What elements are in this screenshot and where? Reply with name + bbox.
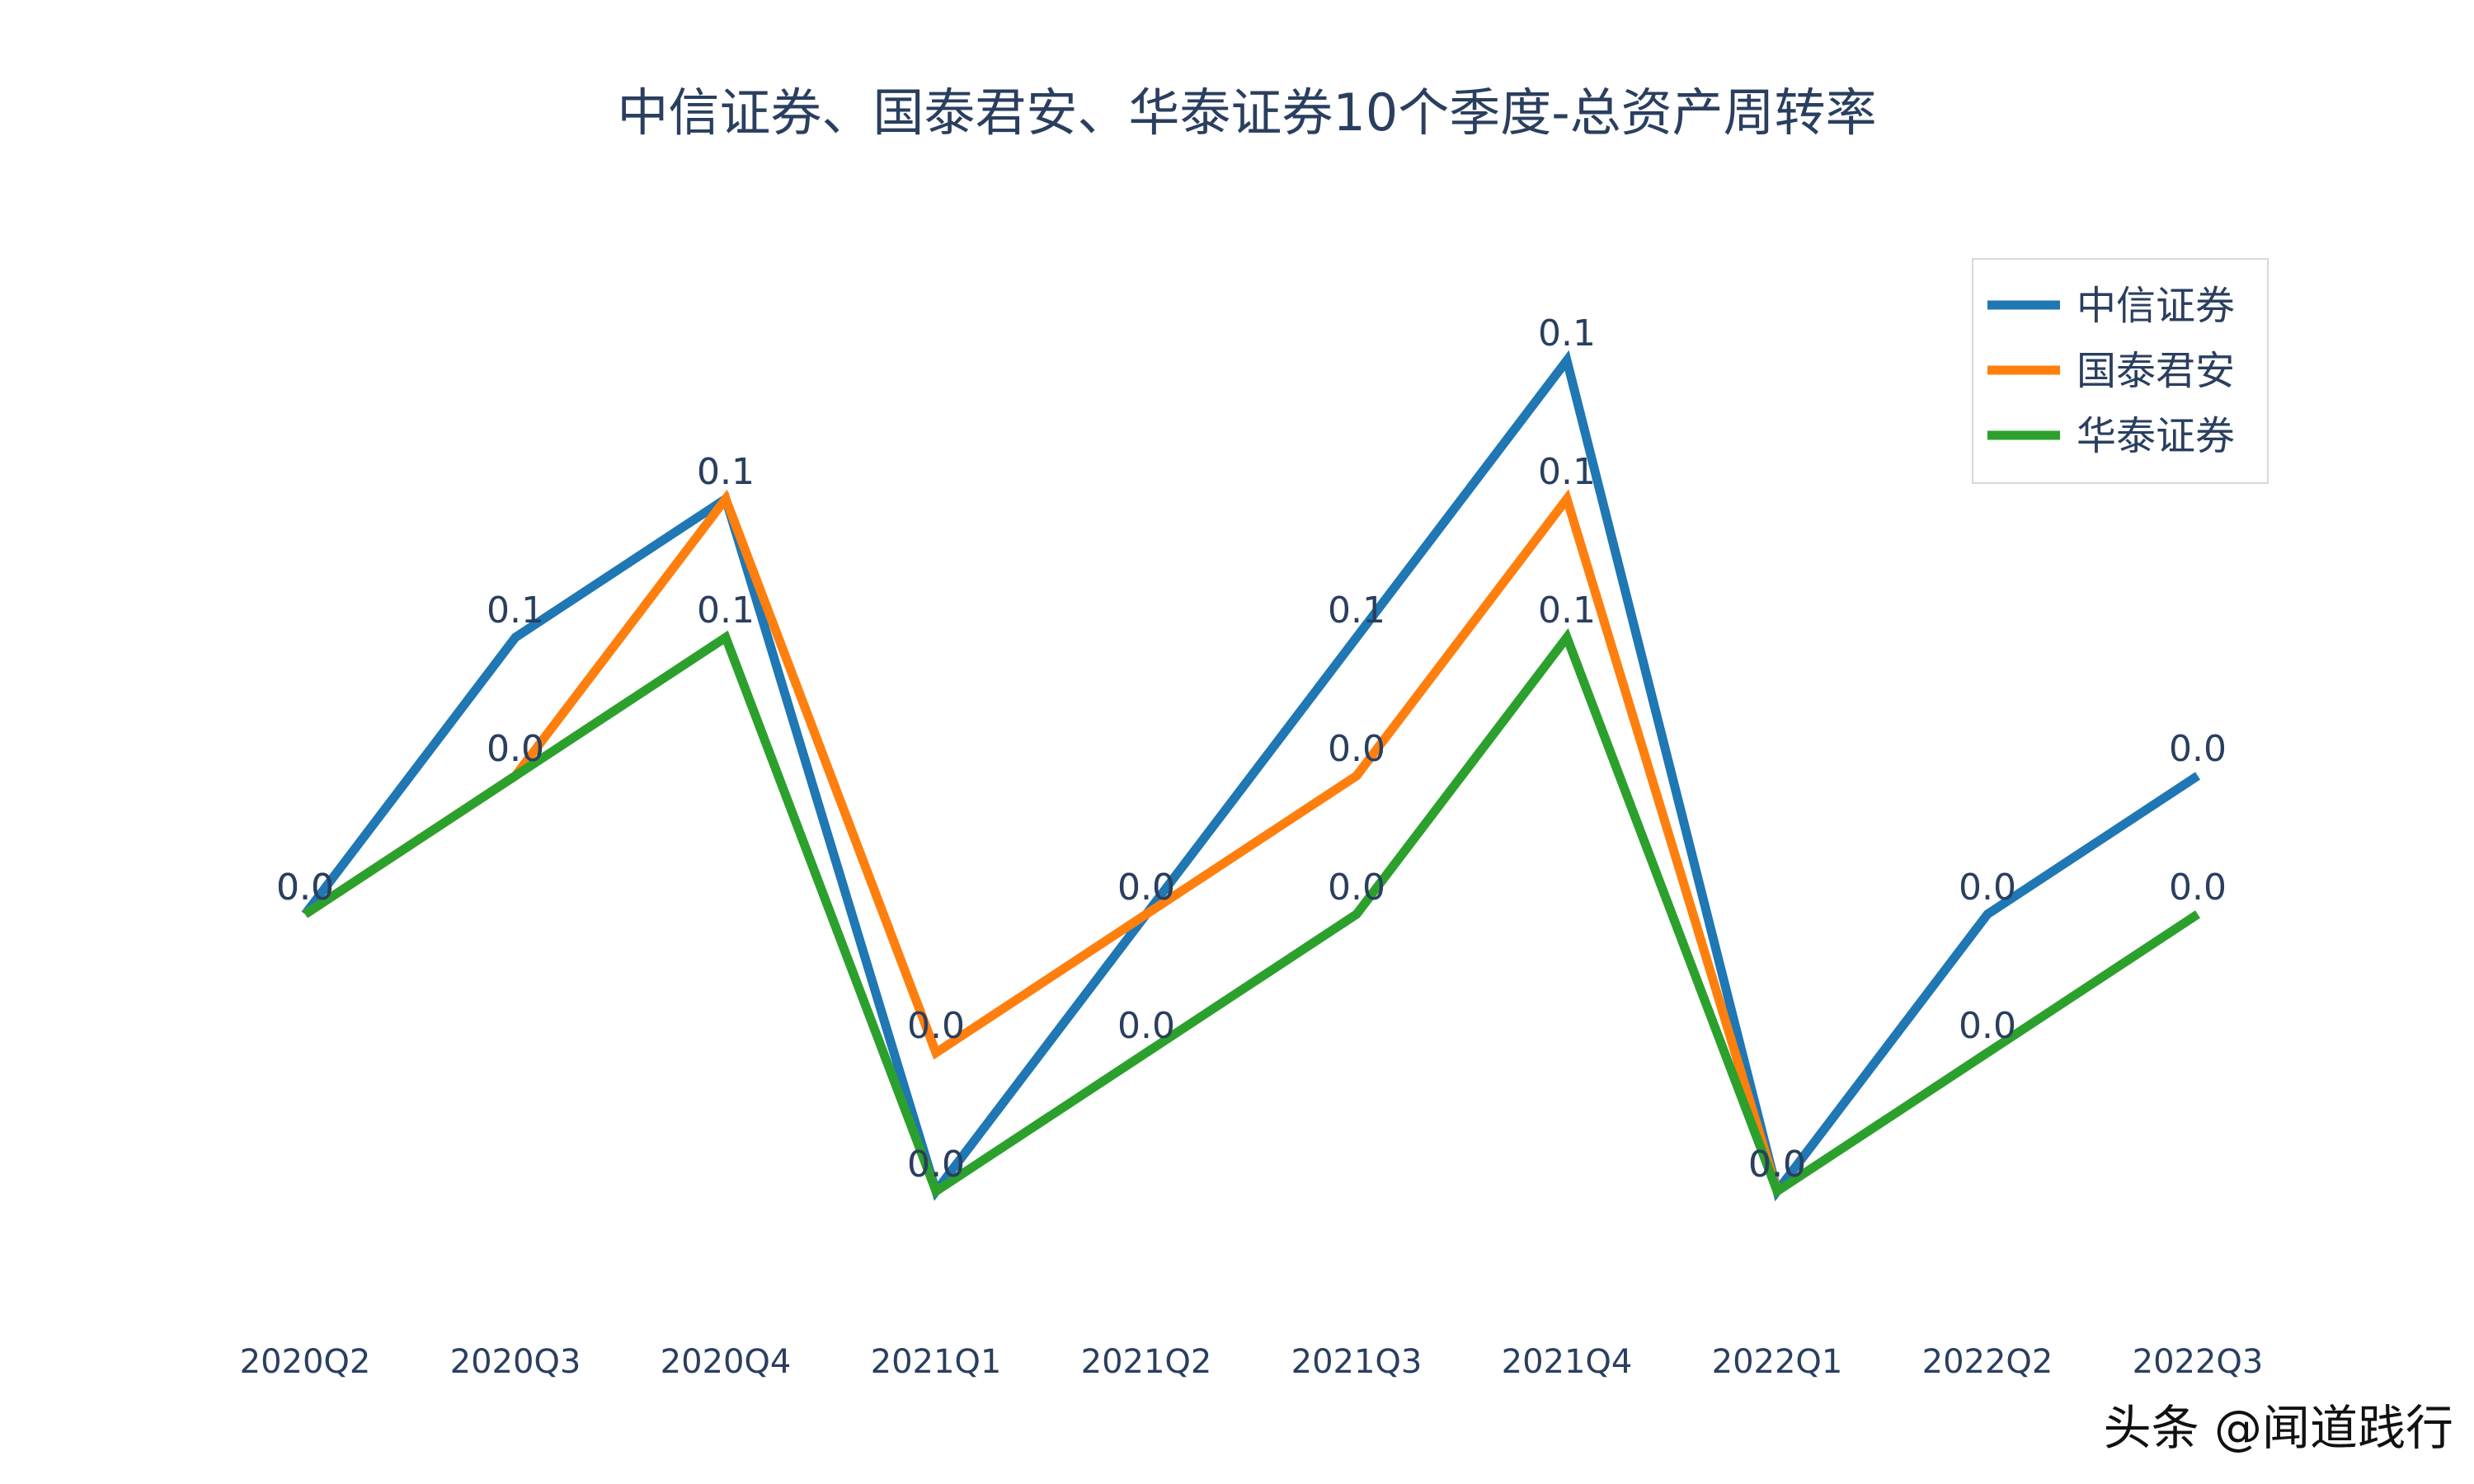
data-label-s3-p8: 0.0 (1748, 1144, 1806, 1186)
data-label-s2-p6: 0.0 (1328, 728, 1385, 770)
data-label-s2-p7: 0.1 (1538, 451, 1596, 493)
series-line-3 (302, 627, 2201, 1199)
data-label-s3-p7: 0.1 (1538, 589, 1596, 632)
x-tick-label: 2020Q2 (240, 1343, 371, 1381)
watermark-text: 头条 @闻道践行 (2104, 1400, 2453, 1456)
legend-label-2: 国泰君安 (2077, 348, 2235, 394)
data-label-s2-p3: 0.1 (697, 451, 755, 493)
data-label-s3-p2: 0.0 (487, 728, 544, 770)
data-label-s1-p4: 0.0 (907, 1144, 965, 1186)
x-tick-label: 2021Q1 (871, 1343, 1002, 1381)
x-tick-label: 2021Q4 (1502, 1343, 1633, 1381)
data-label-s1-p9: 0.0 (1959, 866, 2016, 909)
data-label-s1-p10: 0.0 (2169, 728, 2227, 770)
data-label-s1-p1: 0.0 (276, 866, 334, 909)
data-label-s2-p2: 0.0 (487, 728, 544, 770)
data-label-s1-p6: 0.1 (1328, 589, 1385, 632)
data-label-s1-p8: 0.0 (1748, 1144, 1806, 1186)
legend-label-1: 中信证券 (2077, 283, 2235, 329)
x-axis-ticks: 2020Q2 2020Q3 2020Q4 2021Q1 2021Q2 2021Q3 2021… (240, 1343, 2264, 1381)
legend-label-3: 华泰证券 (2077, 413, 2235, 459)
data-label-s1-p2: 0.1 (487, 589, 544, 632)
data-label-s3-p5: 0.0 (1117, 1005, 1175, 1047)
x-tick-label: 2022Q1 (1712, 1343, 1843, 1381)
data-label-s1-p3: 0.1 (697, 451, 755, 493)
data-label-s3-p9: 0.0 (1959, 1005, 2016, 1047)
data-label-s3-p4: 0.0 (907, 1144, 965, 1186)
series-layer (301, 350, 2201, 1202)
data-labels: 0.0 0.1 0.1 0.0 0.0 0.1 0.1 0.0 0.0 0.0 0.0 0.0 0.1 0… (276, 312, 2227, 1186)
data-label-s3-p6: 0.0 (1328, 866, 1385, 909)
chart-title: 中信证券、国泰君安、华泰证券10个季度-总资产周转率 (617, 82, 1876, 143)
data-label-s2-p8: 0.0 (1748, 1144, 1806, 1186)
data-label-s2-p5: 0.0 (1117, 866, 1175, 909)
series-line-1 (301, 350, 2201, 1202)
x-tick-label: 2022Q2 (1922, 1343, 2053, 1381)
data-label-s1-p7: 0.1 (1538, 312, 1596, 355)
x-tick-label: 2020Q4 (661, 1343, 792, 1381)
data-label-s3-p1: 0.0 (276, 866, 334, 909)
data-label-s1-p5: 0.0 (1117, 866, 1175, 909)
x-tick-label: 2021Q2 (1081, 1343, 1212, 1381)
data-label-s2-p4: 0.0 (907, 1005, 965, 1047)
data-label-s2-p1: 0.0 (276, 866, 334, 909)
series-line-2 (302, 489, 1782, 1193)
data-label-s3-p10: 0.0 (2169, 866, 2227, 909)
x-tick-label: 2021Q3 (1291, 1343, 1423, 1381)
x-tick-label: 2020Q3 (450, 1343, 581, 1381)
x-tick-label: 2022Q3 (2133, 1343, 2264, 1381)
data-label-s3-p3: 0.1 (697, 589, 755, 632)
